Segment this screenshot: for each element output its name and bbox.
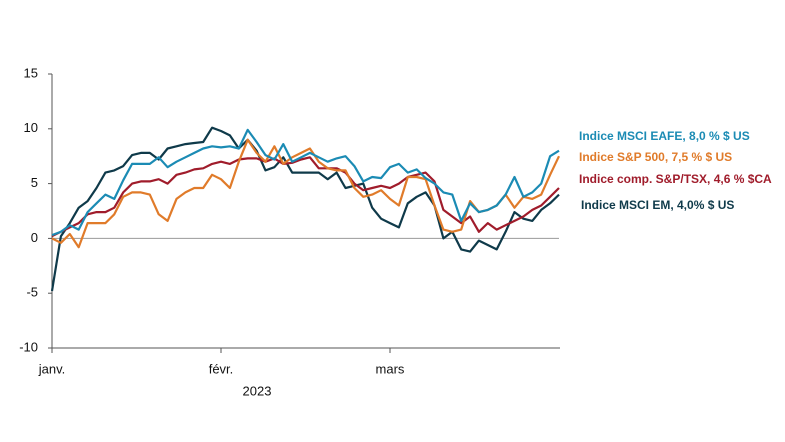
legend-label: Indice MSCI EM, 4,0% $ US bbox=[581, 198, 734, 212]
x-tick-label: janv. bbox=[38, 361, 66, 376]
series-line bbox=[51, 128, 560, 237]
y-tick-label: 15 bbox=[24, 65, 38, 80]
y-tick-label: 0 bbox=[31, 230, 38, 245]
legend-label: Indice MSCI EAFE, 8,0 % $ US bbox=[579, 129, 750, 143]
y-tick-label: -10 bbox=[19, 339, 38, 354]
series-line bbox=[51, 156, 560, 238]
y-tick-label: 5 bbox=[31, 175, 38, 190]
y-tick-label: 10 bbox=[24, 120, 38, 135]
series-line bbox=[50, 126, 560, 292]
legend-label: Indice comp. S&P/TSX, 4,6 % $CA bbox=[579, 172, 772, 186]
x-tick-label: févr. bbox=[209, 361, 234, 376]
legend-label: Indice S&P 500, 7,5 % $ US bbox=[579, 150, 732, 164]
x-axis-label: 2023 bbox=[243, 383, 272, 398]
x-tick-label: mars bbox=[376, 361, 405, 376]
y-tick-label: -5 bbox=[26, 285, 38, 300]
